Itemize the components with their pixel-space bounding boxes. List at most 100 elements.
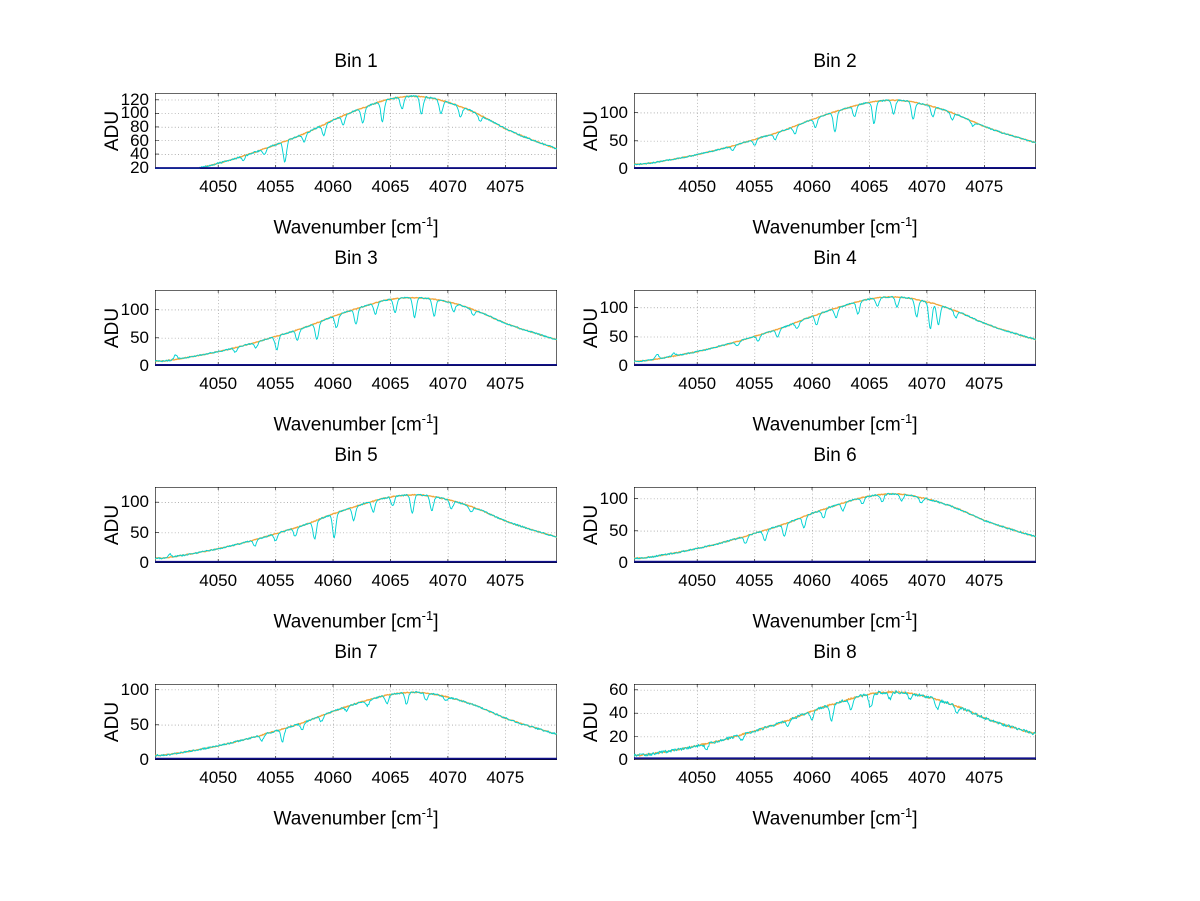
x-axis-label: Wavenumber [cm-1]	[634, 805, 1036, 830]
x-tick-label: 4060	[793, 571, 831, 590]
subplot-bin-8: Bin 8 ADU Wavenumber [cm-1] 0 20 40 60 4050 4…	[579, 642, 1059, 842]
x-tick-label: 4055	[256, 571, 295, 590]
y-tick-label: 50	[130, 714, 149, 734]
x-axis-label: Wavenumber [cm-1]	[634, 608, 1036, 633]
x-tick-label: 4070	[428, 374, 467, 393]
subplot-bin-7: Bin 7 ADU Wavenumber [cm-1] 0 50 100 4050 40…	[100, 642, 580, 842]
y-tick-label: 0	[618, 159, 628, 178]
plot-title: Bin 4	[813, 248, 857, 269]
x-tick-label: 4070	[428, 177, 467, 196]
x-tick-label: 4075	[965, 571, 1004, 590]
plot-canvas	[155, 93, 557, 169]
x-tick-label: 4065	[371, 768, 410, 787]
plot-title: Bin 6	[813, 445, 857, 466]
x-axis-label-sup: -1	[421, 411, 434, 426]
x-tick-label: 4075	[486, 571, 525, 590]
x-axis-label: Wavenumber [cm-1]	[634, 411, 1036, 436]
x-axis-label-sup: -1	[421, 608, 434, 623]
x-tick-label: 4050	[678, 571, 717, 590]
x-tick-label: 4060	[793, 177, 831, 196]
y-tick-label: 100	[120, 492, 149, 512]
y-tick-label: 0	[139, 750, 149, 769]
x-tick-label: 4065	[850, 177, 889, 196]
x-tick-label: 4075	[486, 768, 525, 787]
y-tick-label: 0	[618, 553, 628, 572]
y-tick-label: 80	[130, 116, 149, 136]
x-axis-label-sup: -1	[900, 411, 913, 426]
x-tick-label: 4075	[486, 177, 525, 196]
x-tick-label: 4055	[735, 177, 774, 196]
x-tick-label: 4075	[965, 374, 1004, 393]
x-axis-label: Wavenumber [cm-1]	[155, 608, 557, 633]
x-tick-label: 4050	[678, 177, 717, 196]
x-tick-label: 4060	[314, 571, 352, 590]
x-axis-label-close: ]	[433, 414, 439, 436]
x-axis-label-close: ]	[433, 808, 439, 830]
subplot-bin-5: Bin 5 ADU Wavenumber [cm-1] 0 50 100 4050 40…	[100, 445, 580, 645]
subplot-bin-4: Bin 4 ADU Wavenumber [cm-1] 0 50 100 4050 40…	[579, 248, 1059, 448]
x-tick-label: 4055	[735, 571, 774, 590]
x-tick-label: 4050	[199, 177, 238, 196]
plot-canvas	[634, 93, 1036, 169]
x-tick-label: 4055	[735, 768, 774, 787]
plot-canvas	[155, 487, 557, 563]
x-tick-label: 4070	[907, 177, 946, 196]
subplot-bin-3: Bin 3 ADU Wavenumber [cm-1] 0 50 100 4050 40…	[100, 248, 580, 448]
plot-title: Bin 3	[334, 248, 378, 269]
subplot-bin-2: Bin 2 ADU Wavenumber [cm-1] 0 50 100 4050 40…	[579, 51, 1059, 251]
x-tick-label: 4065	[850, 571, 889, 590]
x-axis-label-close: ]	[912, 414, 918, 436]
x-axis-label-close: ]	[433, 217, 439, 239]
y-tick-label: 100	[599, 488, 628, 508]
subplot-bin-6: Bin 6 ADU Wavenumber [cm-1] 0 50 100 4050 40…	[579, 445, 1059, 645]
y-tick-label: 50	[609, 326, 628, 346]
x-tick-label: 4070	[428, 768, 467, 787]
x-axis-label-text: Wavenumber [cm	[752, 808, 901, 830]
x-tick-label: 4070	[428, 571, 467, 590]
x-tick-label: 4075	[486, 374, 525, 393]
x-axis-label-close: ]	[433, 611, 439, 633]
y-tick-label: 50	[130, 327, 149, 347]
y-tick-label: 40	[609, 703, 628, 723]
y-tick-label: 50	[609, 130, 628, 150]
plot-title: Bin 7	[334, 642, 378, 663]
y-tick-label: 50	[609, 520, 628, 540]
x-axis-label-sup: -1	[900, 805, 913, 820]
x-tick-label: 4075	[965, 177, 1004, 196]
y-tick-label: 40	[130, 144, 149, 164]
x-tick-label: 4050	[199, 768, 238, 787]
x-tick-label: 4055	[735, 374, 774, 393]
plot-canvas	[634, 290, 1036, 366]
plot-title: Bin 8	[813, 642, 857, 663]
x-tick-label: 4065	[371, 374, 410, 393]
x-axis-label-text: Wavenumber [cm	[752, 217, 901, 239]
x-tick-label: 4055	[256, 374, 295, 393]
plot-title: Bin 1	[334, 51, 378, 72]
x-tick-label: 4070	[907, 374, 946, 393]
x-axis-label-sup: -1	[900, 608, 913, 623]
y-tick-label: 100	[120, 299, 149, 319]
x-tick-label: 4055	[256, 768, 295, 787]
x-axis-label: Wavenumber [cm-1]	[155, 411, 557, 436]
y-tick-label: 0	[618, 356, 628, 375]
subplot-bin-1: Bin 1 ADU Wavenumber [cm-1] 20 40 60 80 100 1…	[100, 51, 580, 251]
x-tick-label: 4050	[678, 768, 717, 787]
x-axis-label-text: Wavenumber [cm	[273, 414, 422, 436]
x-tick-label: 4055	[256, 177, 295, 196]
y-tick-label: 0	[139, 356, 149, 375]
y-tick-label: 60	[130, 130, 149, 150]
plot-title: Bin 5	[334, 445, 378, 466]
y-tick-label: 60	[609, 679, 628, 699]
plot-canvas	[634, 487, 1036, 563]
x-axis-label: Wavenumber [cm-1]	[634, 214, 1036, 239]
y-tick-label: 0	[139, 553, 149, 572]
x-axis-label-sup: -1	[421, 805, 434, 820]
x-tick-label: 4050	[678, 374, 717, 393]
plot-canvas	[155, 290, 557, 366]
y-tick-label: 20	[130, 157, 149, 177]
x-tick-label: 4065	[850, 768, 889, 787]
x-axis-label-text: Wavenumber [cm	[752, 611, 901, 633]
y-tick-label: 20	[609, 726, 628, 746]
y-tick-label: 50	[130, 522, 149, 542]
x-tick-label: 4070	[907, 768, 946, 787]
